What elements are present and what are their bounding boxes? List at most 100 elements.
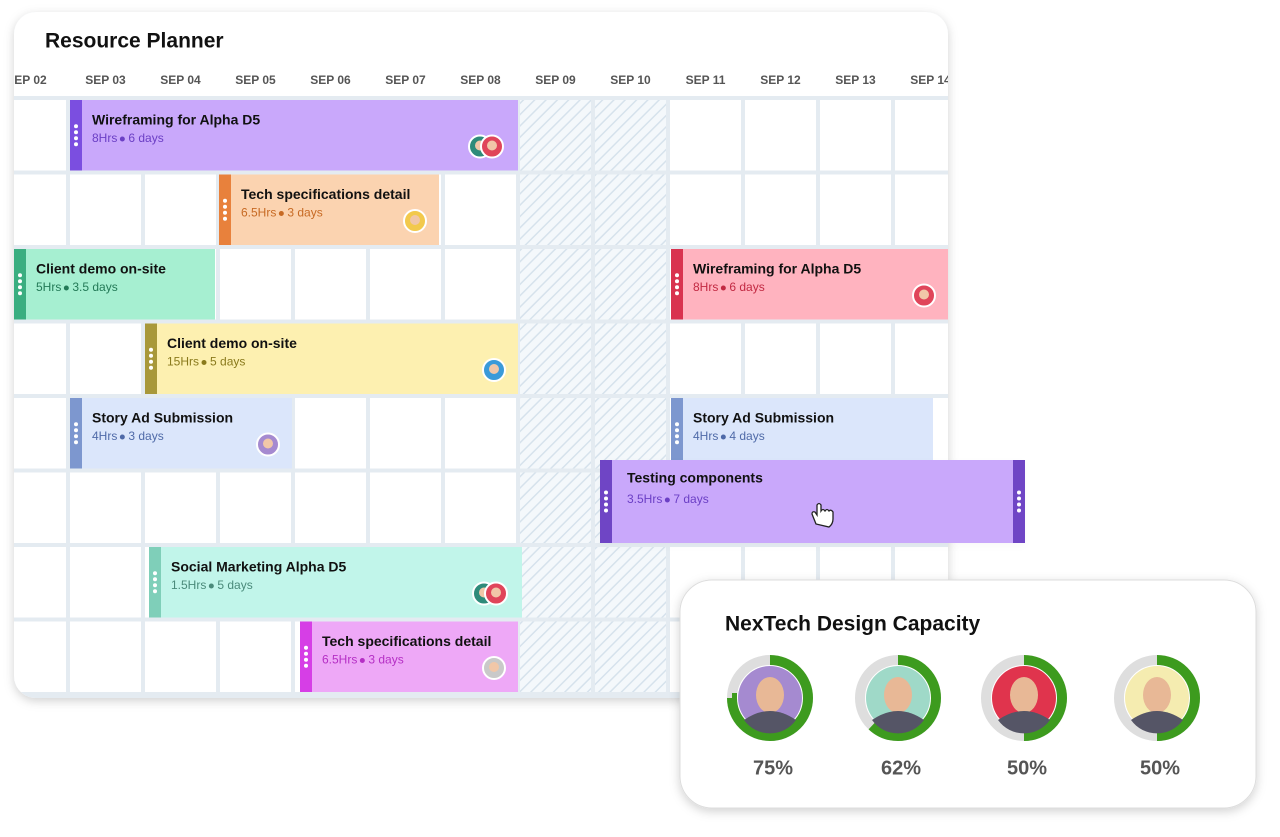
task-handle [600, 460, 612, 543]
cell [595, 100, 666, 171]
date-label: SEP 09 [535, 73, 576, 87]
task-bar [600, 460, 1025, 543]
grip-dot [149, 347, 153, 352]
date-label: SEP 13 [835, 73, 876, 87]
cell [370, 472, 441, 543]
cell [220, 249, 291, 320]
separator-dot [359, 658, 365, 663]
cell [295, 472, 366, 543]
task-bar [14, 249, 215, 320]
task-hours: 15Hrs [167, 355, 199, 369]
grip-dot [1017, 508, 1021, 513]
grip-dot [149, 365, 153, 370]
cell [745, 323, 816, 394]
grid: EP 02 SEP 03 SEP 04 SEP 05 SEP 06 SEP 07 SEP 0… [14, 12, 948, 692]
avatar-face [489, 364, 499, 374]
cell [670, 100, 741, 171]
grip-dot [74, 124, 78, 129]
task-days: 3 days [287, 206, 322, 220]
grip-dot [304, 645, 308, 650]
cell [595, 174, 666, 245]
task-title: Tech specifications detail [241, 186, 410, 202]
cell [14, 174, 66, 245]
cell [445, 174, 516, 245]
cell [520, 174, 591, 245]
grip-dot [604, 496, 608, 501]
task-bar [300, 621, 518, 692]
task-hours: 4Hrs [693, 429, 718, 443]
task-title: Story Ad Submission [693, 410, 834, 426]
grip-dot [604, 508, 608, 513]
cell [520, 398, 591, 469]
task-handle [671, 398, 683, 469]
cell [520, 249, 591, 320]
member-face [1143, 677, 1171, 713]
capacity-label: 50% [1007, 757, 1047, 779]
task-hours: 1.5Hrs [171, 578, 206, 592]
member-shoulders [998, 711, 1050, 734]
grip-dot [74, 136, 78, 141]
cell [820, 323, 891, 394]
task-title: Client demo on-site [167, 335, 297, 351]
cell [295, 398, 366, 469]
task-title: Tech specifications detail [322, 633, 491, 649]
cell [14, 621, 66, 692]
grip-dot [149, 353, 153, 358]
cell [70, 323, 141, 394]
grip-dot [675, 440, 679, 445]
capacity-ring [727, 655, 813, 741]
grip-dot [153, 583, 157, 588]
grip-dot [18, 291, 22, 296]
cell [895, 100, 948, 171]
grip-dot [1017, 490, 1021, 495]
capacity-label: 50% [1140, 757, 1180, 779]
capacity-ring [855, 655, 941, 741]
date-label: SEP 04 [160, 73, 201, 87]
task-hours: 6.5Hrs [322, 653, 357, 667]
task-title: Wireframing for Alpha D5 [693, 261, 861, 277]
task-handle [149, 547, 161, 618]
avatar-face [263, 438, 273, 449]
cell [445, 398, 516, 469]
grip-dot [74, 434, 78, 439]
cell [14, 323, 66, 394]
cell [670, 174, 741, 245]
task-hours: 3.5Hrs [627, 492, 662, 506]
task-title: Wireframing for Alpha D5 [92, 112, 260, 128]
task-days: 4 days [729, 429, 764, 443]
grip-dot [223, 204, 227, 209]
grip-dot [675, 291, 679, 296]
capacity-panel: NexTech Design Capacity 75% 62% 50% 50% [679, 579, 1257, 809]
task-days: 6 days [729, 280, 764, 294]
task-bar [145, 323, 518, 394]
task-handle [219, 174, 231, 245]
task-handle [300, 621, 312, 692]
capacity-label: 75% [753, 757, 793, 779]
separator-dot [119, 434, 125, 440]
task-handle [70, 398, 82, 469]
date-label: SEP 12 [760, 73, 801, 87]
capacity-ring [981, 655, 1067, 741]
avatar-face [410, 215, 420, 225]
task-handle [70, 100, 82, 171]
task-bar [70, 398, 292, 469]
grip-dot [74, 440, 78, 445]
separator-dot [63, 285, 69, 291]
separator-dot [278, 211, 284, 216]
cell [370, 398, 441, 469]
task-hours: 8Hrs [92, 131, 117, 145]
grip-dot [153, 571, 157, 576]
cell [145, 174, 216, 245]
member-face [1010, 677, 1038, 713]
task-title: Client demo on-site [36, 261, 166, 277]
member-shoulders [1131, 711, 1183, 734]
cell [520, 323, 591, 394]
grip-dot [1017, 502, 1021, 507]
grip-dot [223, 198, 227, 203]
separator-dot [720, 285, 726, 291]
grip-dot [604, 502, 608, 507]
avatar-face [491, 587, 501, 598]
cell [14, 547, 66, 618]
planner-title: Resource Planner [45, 30, 224, 53]
